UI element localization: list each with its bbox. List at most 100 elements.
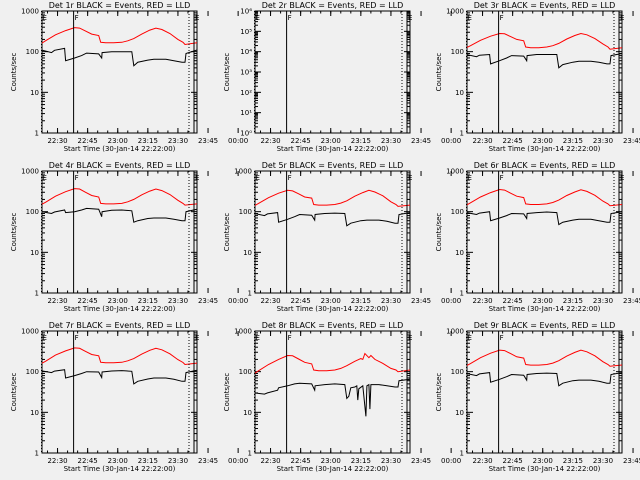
interval-marker-label: E	[408, 174, 412, 182]
y-tick-label: 1000	[234, 168, 252, 176]
x-tick-label: 23:00	[108, 137, 128, 145]
x-tick-label: 22:45	[78, 457, 98, 465]
axes-box	[466, 170, 623, 294]
x-tick-label: 22:45	[78, 137, 98, 145]
interval-marker-label: E	[467, 14, 471, 22]
y-tick-label: 10	[455, 409, 464, 417]
axes-box	[254, 10, 411, 134]
x-tick-label: 23:45	[623, 457, 640, 465]
x-tick-label: 23:45	[198, 137, 218, 145]
x-tick-label: 23:15	[138, 297, 158, 305]
x-tick-label: 23:30	[593, 137, 613, 145]
x-tick-label: 23:30	[593, 457, 613, 465]
y-axis-label: Counts/sec	[10, 373, 18, 412]
y-tick-label: 100	[239, 368, 252, 376]
y-tick-label: 1000	[446, 8, 464, 16]
interval-marker-label: F	[288, 14, 292, 22]
series-line-lld	[255, 189, 410, 207]
panel-title: Det 6r BLACK = Events, RED = LLD	[474, 161, 616, 170]
series-line-lld	[42, 27, 197, 46]
interval-marker-label: F	[500, 14, 504, 22]
series-line-events	[467, 211, 622, 226]
y-tick-label: 1000	[21, 8, 39, 16]
x-tick-label: 00:00	[228, 457, 248, 465]
interval-marker-label: F	[288, 334, 292, 342]
y-tick-label: 10⁶	[240, 8, 252, 16]
x-axis-label: Start Time (30-Jan-14 22:22:00)	[277, 145, 389, 153]
x-tick-label: 23:15	[351, 137, 371, 145]
x-tick-label: 22:45	[291, 137, 311, 145]
series-line-events	[255, 378, 410, 417]
y-tick-label: 1	[248, 290, 252, 298]
series-line-events	[42, 47, 197, 67]
panel-title: Det 2r BLACK = Events, RED = LLD	[262, 1, 404, 10]
y-tick-label: 1000	[446, 328, 464, 336]
x-tick-label: 22:30	[47, 457, 67, 465]
y-axis-label: Counts/sec	[435, 53, 443, 92]
x-tick-label: 23:45	[411, 297, 431, 305]
axes-box	[41, 170, 198, 294]
x-tick-label: 23:00	[108, 457, 128, 465]
x-tick-label: 23:45	[198, 457, 218, 465]
x-tick-label: 22:30	[260, 457, 280, 465]
interval-marker-label: F	[75, 334, 79, 342]
x-tick-label: 23:15	[563, 137, 583, 145]
x-axis-label: Start Time (30-Jan-14 22:22:00)	[277, 465, 389, 473]
x-axis-label: Start Time (30-Jan-14 22:22:00)	[277, 305, 389, 313]
y-tick-label: 100	[239, 208, 252, 216]
axes-box	[254, 170, 411, 294]
series-line-events	[467, 372, 622, 387]
interval-marker-label: F	[500, 334, 504, 342]
panel-title: Det 8r BLACK = Events, RED = LLD	[262, 321, 404, 330]
y-tick-label: 10	[455, 89, 464, 97]
series-line-events	[42, 369, 197, 385]
x-tick-label: 23:00	[321, 137, 341, 145]
y-tick-label: 1	[460, 290, 464, 298]
x-tick-label: 22:30	[472, 137, 492, 145]
x-axis-label: Start Time (30-Jan-14 22:22:00)	[64, 305, 176, 313]
x-tick-label: 23:00	[108, 297, 128, 305]
x-tick-label: 22:30	[472, 457, 492, 465]
x-tick-label: 22:45	[503, 457, 523, 465]
interval-marker-label: E	[255, 174, 259, 182]
interval-marker-label: E	[620, 334, 624, 342]
y-tick-label: 10	[30, 409, 39, 417]
x-tick-label: 23:30	[381, 457, 401, 465]
x-tick-label: 23:15	[563, 457, 583, 465]
interval-marker-label: E	[42, 174, 46, 182]
y-tick-label: 100	[26, 368, 39, 376]
interval-marker-label: E	[620, 14, 624, 22]
x-tick-label: 23:30	[168, 137, 188, 145]
panel-title: Det 3r BLACK = Events, RED = LLD	[474, 1, 616, 10]
panel-3: Det 3r BLACK = Events, RED = LLD 1 10 100 10…	[435, 1, 640, 153]
series-line-lld	[467, 349, 622, 367]
y-tick-label: 10²	[240, 89, 252, 97]
x-tick-label: 23:00	[321, 297, 341, 305]
panel-9: Det 9r BLACK = Events, RED = LLD 1 10 100 10…	[435, 321, 640, 473]
y-tick-label: 10¹	[240, 109, 252, 117]
series-line-lld	[467, 32, 622, 50]
x-tick-label: 23:15	[138, 137, 158, 145]
x-tick-label: 23:00	[533, 297, 553, 305]
x-tick-label: 23:00	[533, 457, 553, 465]
series-line-lld	[42, 347, 197, 366]
interval-marker-label: E	[408, 14, 412, 22]
x-tick-label: 23:15	[138, 457, 158, 465]
y-tick-label: 1	[248, 450, 252, 458]
y-tick-label: 10	[243, 249, 252, 257]
series-line-events	[42, 207, 197, 223]
panel-1: Det 1r BLACK = Events, RED = LLD 1 10 100 10…	[10, 1, 248, 153]
interval-marker-label: E	[255, 14, 259, 22]
x-tick-label: 23:15	[351, 297, 371, 305]
x-tick-label: 23:30	[168, 457, 188, 465]
y-tick-label: 1000	[234, 328, 252, 336]
x-tick-label: 23:30	[381, 297, 401, 305]
axes-box	[466, 330, 623, 454]
panel-4: Det 4r BLACK = Events, RED = LLD 1 10 100 10…	[10, 161, 248, 313]
x-axis-label: Start Time (30-Jan-14 22:22:00)	[489, 145, 601, 153]
y-tick-label: 10³	[240, 69, 252, 77]
y-tick-label: 100	[451, 208, 464, 216]
x-tick-label: 00:00	[441, 297, 461, 305]
x-tick-label: 00:00	[441, 457, 461, 465]
